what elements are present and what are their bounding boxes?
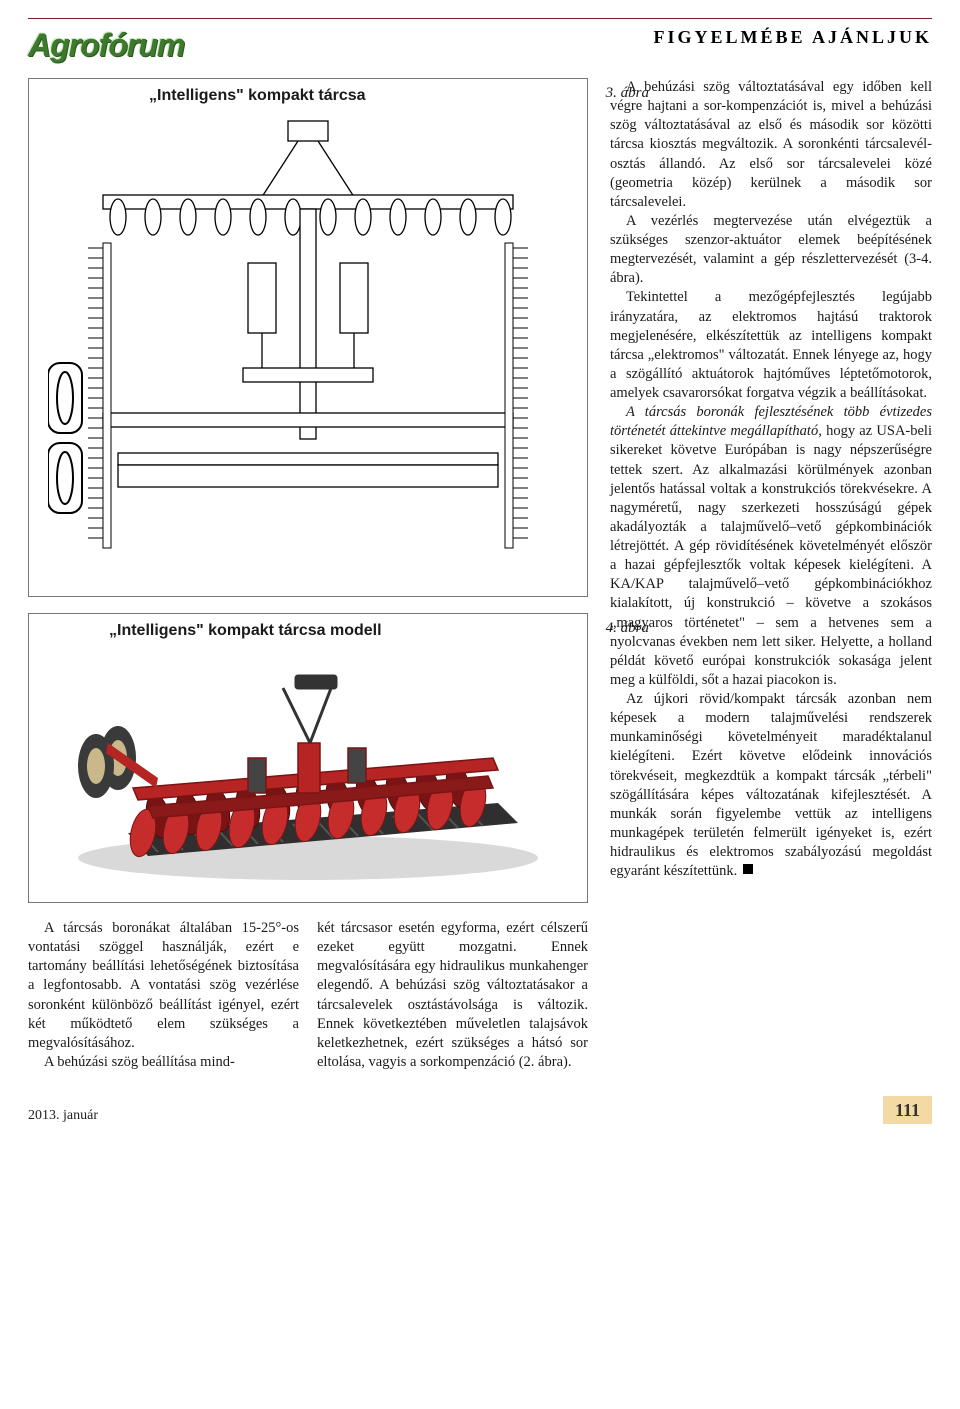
figure-4-caption: 4. ábra: [606, 620, 649, 637]
right-p4: A tárcsás boronák fejlesztésének több év…: [610, 403, 932, 690]
right-p4-rest: , hogy az USA-beli sikereket követve Eur…: [610, 423, 932, 688]
right-body-text: A behúzási szög változtatásával egy időb…: [610, 78, 932, 1072]
figure-3-title: „Intelligens" kompakt tárcsa: [149, 87, 577, 105]
end-mark-icon: [743, 864, 753, 874]
right-p1: A behúzási szög változtatásával egy időb…: [610, 78, 932, 212]
page-number: 111: [883, 1096, 932, 1124]
left-para-c1b: A behúzási szög beállítása mind-: [28, 1053, 299, 1072]
footer-date: 2013. január: [28, 1108, 98, 1124]
figure-4-title: „Intelligens" kompakt tárcsa modell: [109, 622, 577, 640]
figure-4: 4. ábra „Intelligens" kompakt tárcsa mod…: [28, 613, 588, 903]
right-p5: Az újkori rövid/kompakt tárcsák azonban …: [610, 690, 932, 881]
right-p2: A vezérlés megtervezése után elvégeztük …: [610, 212, 932, 289]
magazine-logo: Agrofórum: [28, 27, 184, 64]
left-body-text: A tárcsás boronákat általában 15-25°-os …: [28, 919, 588, 1072]
section-heading: FIGYELMÉBE AJÁNLJUK: [653, 27, 932, 48]
left-para-c1: A tárcsás boronákat általában 15-25°-os …: [28, 919, 299, 1053]
figure-3: 3. ábra „Intelligens" kompakt tárcsa: [28, 78, 588, 597]
figure-4-svg: [48, 648, 568, 888]
left-para-c2: két tárcsasor esetén egyforma, ezért cél…: [317, 919, 588, 1072]
figure-3-caption: 3. ábra: [606, 85, 649, 102]
figure-3-svg: [48, 113, 568, 588]
right-p3: Tekintettel a mezőgépfejlesztés legújabb…: [610, 288, 932, 403]
